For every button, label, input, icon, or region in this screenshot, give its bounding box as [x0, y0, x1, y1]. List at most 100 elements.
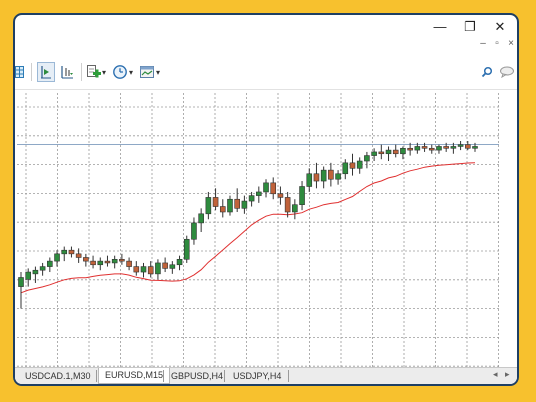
candle-body: [457, 144, 464, 147]
candle-body: [169, 264, 176, 269]
indicators-icon[interactable]: ▾: [85, 63, 109, 81]
toolbar-separator: [81, 63, 82, 81]
candle-body: [212, 197, 219, 207]
candle-body: [198, 213, 204, 224]
candle-body: [111, 259, 118, 264]
candle-body: [428, 147, 435, 151]
candle-body: [464, 144, 471, 149]
tab-usdcad-1-m30[interactable]: USDCAD.1,M30: [25, 371, 91, 381]
candle-body: [414, 146, 421, 151]
candle-body: [191, 222, 197, 240]
candle-body: [104, 260, 111, 264]
candle-body: [306, 173, 313, 187]
tab-separator: [96, 370, 97, 382]
candle-body: [277, 193, 284, 198]
tab-separator: [224, 370, 225, 382]
candle-body: [349, 162, 356, 169]
candle-body: [47, 260, 53, 267]
terminal-window: — ❐ ✕ – ▫ × ▾ ▾ ▾: [13, 13, 519, 386]
candle-body: [371, 151, 377, 156]
search-icon[interactable]: [481, 63, 493, 81]
candle-body: [320, 169, 327, 182]
dropdown-arrow[interactable]: ▾: [102, 67, 107, 77]
candle-body: [328, 169, 334, 180]
periods-clock-icon[interactable]: ▾: [112, 63, 136, 81]
candle-body: [61, 249, 68, 255]
chart-canvas[interactable]: [17, 93, 499, 373]
tab-usdjpy-h4[interactable]: USDJPY,H4: [233, 371, 282, 381]
candle-body: [248, 195, 255, 202]
candle-body: [140, 266, 147, 273]
candle-body: [176, 259, 183, 266]
templates-icon[interactable]: ▾: [139, 63, 163, 81]
candle-body: [68, 249, 75, 255]
chart-minimize-button[interactable]: –: [480, 38, 486, 49]
candle-body: [219, 206, 226, 213]
candle-body: [75, 253, 82, 258]
candle-body: [299, 186, 305, 206]
candle-body: [313, 173, 320, 182]
chart-tabs-bar: USDCAD.1,M30 EURUSD,M15 GBPUSD,H4 USDJPY,H4…: [15, 367, 517, 384]
candle-body: [227, 198, 233, 213]
candle-body: [25, 271, 32, 280]
candle-body: [284, 197, 291, 213]
toolbar-separator: [31, 63, 32, 81]
candle-body: [133, 266, 140, 273]
candle-body: [256, 191, 262, 196]
candle-body: [234, 198, 240, 209]
candle-body: [270, 182, 277, 195]
candle-body: [421, 146, 428, 149]
candle-body: [97, 260, 104, 266]
scroll-left-icon[interactable]: ◂: [493, 369, 498, 379]
chart-close-button[interactable]: ×: [508, 38, 514, 49]
close-button[interactable]: ✕: [494, 19, 506, 34]
dropdown-arrow[interactable]: ▾: [129, 67, 134, 77]
candle-body: [241, 200, 248, 209]
candle-body: [155, 262, 161, 275]
tab-eurusd-m15[interactable]: EURUSD,M15: [98, 368, 171, 384]
candle-body: [364, 155, 370, 162]
minimize-button[interactable]: —: [433, 19, 447, 34]
candle-body: [126, 260, 132, 267]
tab-separator: [163, 370, 164, 382]
restore-button[interactable]: ❐: [464, 19, 476, 34]
candle-body: [392, 149, 399, 155]
candle-body: [443, 146, 449, 149]
tab-separator: [288, 370, 289, 382]
candle-body: [407, 147, 413, 151]
candle-body: [378, 151, 385, 155]
autoscroll-icon[interactable]: [59, 63, 75, 81]
chart-toolbar: ▾ ▾ ▾: [15, 55, 517, 90]
candle-body: [436, 146, 442, 151]
candle-body: [292, 204, 298, 213]
chat-icon[interactable]: [499, 63, 515, 81]
candle-body: [356, 160, 363, 169]
candle-body: [32, 269, 39, 275]
tab-gbpusd-h4[interactable]: GBPUSD,H4: [171, 371, 224, 381]
candle-body: [385, 149, 392, 155]
price-chart[interactable]: [17, 93, 499, 373]
candle-body: [54, 253, 60, 262]
menu-bar: [15, 35, 517, 57]
scroll-right-icon[interactable]: ▸: [505, 369, 510, 379]
chart-shift-icon[interactable]: [37, 62, 55, 82]
grid-icon[interactable]: [15, 63, 25, 81]
chart-restore-button[interactable]: ▫: [495, 38, 499, 49]
candle-body: [147, 266, 154, 275]
candle-body: [162, 262, 168, 269]
candle-body: [18, 277, 24, 287]
candle-body: [205, 197, 212, 215]
candle-body: [400, 147, 406, 155]
candle-body: [83, 257, 89, 262]
candle-body: [450, 146, 457, 149]
candle-body: [183, 238, 190, 260]
dropdown-arrow[interactable]: ▾: [156, 67, 161, 77]
candle-body: [90, 260, 96, 266]
candle-body: [335, 173, 341, 180]
moving-average-line: [20, 162, 476, 294]
candle-body: [119, 259, 125, 262]
candle-body: [472, 146, 478, 149]
candle-body: [342, 162, 349, 175]
candle-body: [263, 182, 269, 193]
candle-body: [39, 266, 46, 271]
